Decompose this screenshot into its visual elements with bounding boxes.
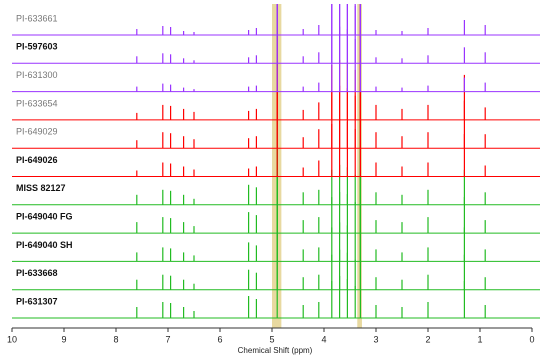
x-tick-label: 5 xyxy=(269,334,274,344)
x-tick-label: 6 xyxy=(217,334,222,344)
legend-label: PI-649040 SH xyxy=(16,240,73,250)
legend-label: PI-633654 xyxy=(16,98,58,108)
legend-label: PI-649026 xyxy=(16,155,58,165)
traces xyxy=(12,4,540,319)
legend-label: PI-631300 xyxy=(16,70,58,80)
x-tick-label: 0 xyxy=(529,334,534,344)
legend-label: PI-633668 xyxy=(16,268,58,278)
legend-label: PI-597603 xyxy=(16,42,58,52)
trace xyxy=(12,4,540,36)
bands xyxy=(272,4,362,328)
trace xyxy=(12,168,540,319)
legend-label: MISS 82127 xyxy=(16,183,66,193)
x-axis: 10 9 8 7 6 5 4 3 2 1 0 xyxy=(7,327,535,344)
legend-label: PI-649029 xyxy=(16,127,58,137)
x-tick-label: 8 xyxy=(113,334,118,344)
legend-label: PI-633661 xyxy=(16,13,58,23)
legend-label: PI-649040 FG xyxy=(16,211,73,221)
x-tick-label: 3 xyxy=(373,334,378,344)
x-tick-label: 7 xyxy=(165,334,170,344)
x-axis-label: Chemical Shift (ppm) xyxy=(238,346,313,355)
legend-label: PI-631307 xyxy=(16,296,58,306)
x-tick-label: 10 xyxy=(7,334,17,344)
x-tick-label: 4 xyxy=(321,334,326,344)
x-tick-label: 2 xyxy=(425,334,430,344)
highlight-band xyxy=(357,4,362,328)
x-tick-label: 1 xyxy=(477,334,482,344)
x-tick-label: 9 xyxy=(61,334,66,344)
